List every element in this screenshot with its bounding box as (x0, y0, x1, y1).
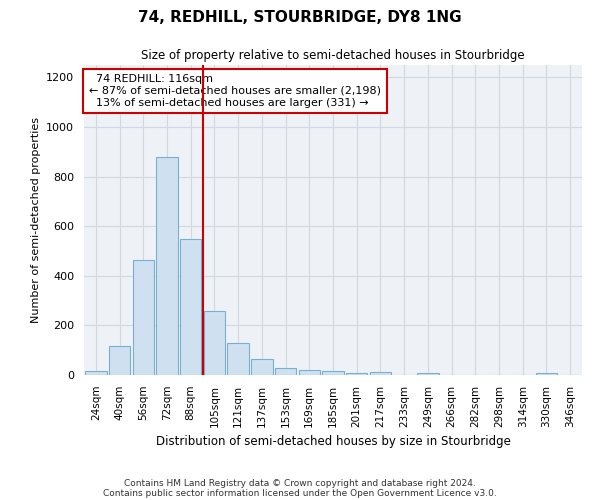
Bar (227, 343, 249, 375)
X-axis label: Distribution of semi-detached houses by size in Stourbridge: Distribution of semi-detached houses by … (155, 435, 511, 448)
Bar (204, 310, 225, 375)
Bar (180, 239, 202, 375)
Text: Contains HM Land Registry data © Crown copyright and database right 2024.: Contains HM Land Registry data © Crown c… (124, 478, 476, 488)
Text: 74 REDHILL: 116sqm
← 87% of semi-detached houses are smaller (2,198)
  13% of se: 74 REDHILL: 116sqm ← 87% of semi-detache… (89, 74, 381, 108)
Bar (370, 372, 391, 375)
Title: Size of property relative to semi-detached houses in Stourbridge: Size of property relative to semi-detach… (141, 50, 525, 62)
Text: Contains public sector information licensed under the Open Government Licence v3: Contains public sector information licen… (103, 488, 497, 498)
Bar (346, 374, 367, 375)
Bar (109, 346, 130, 375)
Y-axis label: Number of semi-detached properties: Number of semi-detached properties (31, 117, 41, 323)
Bar (275, 368, 296, 375)
Bar (299, 370, 320, 375)
Text: 74, REDHILL, STOURBRIDGE, DY8 1NG: 74, REDHILL, STOURBRIDGE, DY8 1NG (138, 10, 462, 25)
Bar (251, 359, 272, 375)
Bar (133, 260, 154, 375)
Bar (536, 372, 557, 375)
Bar (157, 158, 178, 375)
Bar (322, 371, 344, 375)
Bar (85, 370, 107, 375)
Bar (417, 373, 439, 375)
